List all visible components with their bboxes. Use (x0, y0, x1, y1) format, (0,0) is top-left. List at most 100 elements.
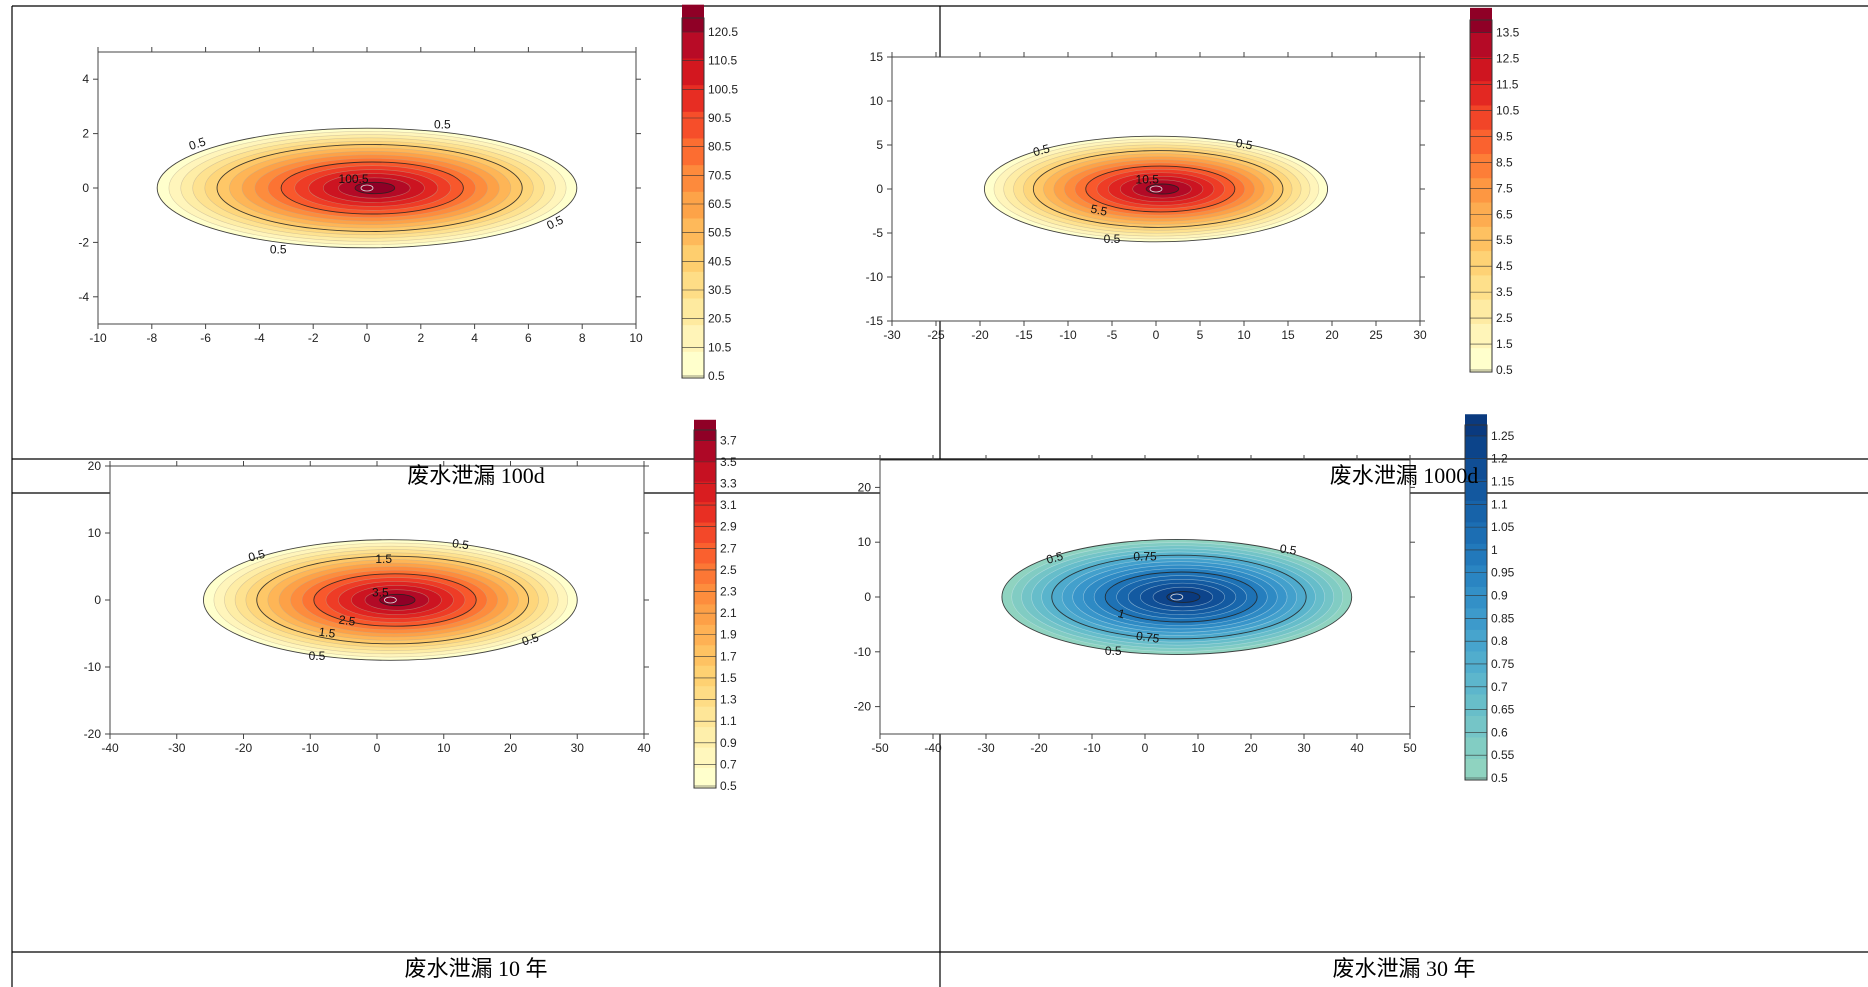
colorbar-segment (1470, 153, 1492, 179)
colorbar-segment (682, 218, 704, 246)
y-tick-label: 2 (82, 127, 89, 141)
x-tick-label: -10 (1059, 328, 1077, 342)
colorbar-segment (694, 767, 716, 789)
caption-30yr: 废水泄漏 30 年 (1332, 956, 1476, 981)
contour-label: 0.5 (1032, 141, 1052, 159)
x-tick-label: 30 (1413, 328, 1427, 342)
colorbar-label: 5.5 (1496, 233, 1513, 247)
colorbar-label: 0.7 (720, 757, 737, 771)
colorbar-segment (682, 191, 704, 219)
colorbar-label: 1.7 (720, 649, 737, 663)
colorbar-label: 10.5 (708, 340, 732, 354)
colorbar-label: 1.25 (1491, 429, 1515, 443)
colorbar-label: 0.9 (1491, 589, 1508, 603)
colorbar-segment (682, 164, 704, 192)
caption-1000d: 废水泄漏 1000d (1329, 463, 1479, 488)
colorbar-segment (1465, 629, 1487, 652)
colorbar-label: 20.5 (708, 312, 732, 326)
contour-label: 0.5 (1045, 549, 1065, 567)
y-tick-label: 20 (88, 459, 102, 473)
x-tick-label: -8 (146, 331, 157, 345)
x-tick-label: -4 (254, 331, 265, 345)
colorbar-segment (694, 460, 716, 482)
x-tick-label: 20 (1325, 328, 1339, 342)
colorbar-segment (694, 726, 716, 748)
x-tick-label: -2 (308, 331, 319, 345)
colorbar-label: 1.5 (720, 671, 737, 685)
y-tick-label: -5 (872, 226, 883, 240)
x-tick-label: -10 (1083, 741, 1101, 755)
x-tick-label: 20 (1244, 741, 1258, 755)
colorbar-segment (694, 542, 716, 564)
panel-100d: 0.5 0.5 0.5 0.5 100.5 -10 -8 -6 -4 -2 0 2 4 6 8 10 -4 -2 0… (78, 4, 738, 383)
contour-band (1145, 183, 1180, 195)
colorbar-segment (1465, 586, 1487, 609)
colorbar-label: 3.3 (720, 476, 737, 490)
colorbar-label: 3.1 (720, 498, 737, 512)
x-tick-label: 15 (1281, 328, 1295, 342)
colorbar-segment (1470, 274, 1492, 300)
contour-label: 0.75 (1133, 550, 1157, 564)
colorbar-label: 1.15 (1491, 475, 1515, 489)
contour-label: 0.5 (520, 630, 541, 649)
contour-label: 1.5 (375, 552, 392, 566)
x-tick-label: 20 (504, 741, 518, 755)
y-tick-label: 4 (82, 72, 89, 86)
colorbar-segment (1465, 478, 1487, 501)
colorbar-label: 6.5 (1496, 207, 1513, 221)
contour-label: 1.5 (318, 625, 337, 641)
colorbar-label: 1.05 (1491, 520, 1515, 534)
colorbar-segment (1465, 715, 1487, 738)
x-tick-label: 30 (1297, 741, 1311, 755)
colorbar-segment (682, 351, 704, 379)
x-tick-label: -40 (101, 741, 119, 755)
colorbar-label: 3.7 (720, 433, 737, 447)
x-tick-label: 4 (471, 331, 478, 345)
contour-label: 0.5 (1104, 232, 1121, 246)
colorbar-segment (1465, 564, 1487, 587)
y-tick-label: -10 (84, 660, 102, 674)
colorbar-label: 50.5 (708, 226, 732, 240)
contour-peak (383, 596, 397, 604)
colorbar-segment (694, 583, 716, 605)
colorbar-label: 13.5 (1496, 26, 1520, 40)
y-tick-label: -2 (78, 235, 89, 249)
colorbar-segment (1470, 299, 1492, 324)
caption-100d: 废水泄漏 100d (407, 463, 545, 488)
colorbar-segment (1470, 323, 1492, 349)
colorbar-label: 0.6 (1491, 725, 1508, 739)
colorbar-label: 0.85 (1491, 611, 1515, 625)
contour-band (1166, 591, 1201, 603)
colorbar-label: 90.5 (708, 111, 732, 125)
panel-1000d: 0.5 0.5 0.5 10.5 5.5 -30 -25 -20 -15 -10 -5 0 5 10 15 2… (866, 7, 1520, 377)
colorbar-segment (682, 58, 704, 86)
contour-label: 3.5 (372, 585, 389, 599)
y-tick-label: -20 (84, 727, 102, 741)
colorbar-segment (1470, 177, 1492, 203)
colorbar-label: 10.5 (1496, 103, 1520, 117)
x-tick-label: 0 (364, 331, 371, 345)
y-tick-label: -20 (854, 700, 872, 714)
colorbar-segment (1470, 250, 1492, 276)
colorbar-segment (1465, 650, 1487, 673)
colorbar-label: 1 (1491, 543, 1498, 557)
colorbar-segment (1470, 347, 1492, 373)
x-tick-label: -30 (168, 741, 186, 755)
colorbar-label: 9.5 (1496, 129, 1513, 143)
contour-label: 5.5 (1089, 202, 1109, 219)
x-tick-label: -10 (89, 331, 107, 345)
colorbar-segment (1465, 500, 1487, 523)
colorbar-frame (1464, 424, 1488, 781)
colorbar-segment (682, 138, 704, 166)
colorbar-segment (682, 84, 704, 112)
colorbar-label: 1.2 (1491, 452, 1508, 466)
x-tick-label: -20 (1030, 741, 1048, 755)
x-tick-label: 0 (1142, 741, 1149, 755)
colorbar-label: 2.5 (720, 563, 737, 577)
colorbar-label: 0.7 (1491, 680, 1508, 694)
contour-label: 2.5 (338, 613, 357, 629)
x-tick-label: -5 (1107, 328, 1118, 342)
colorbar-label: 1.3 (720, 693, 737, 707)
y-tick-label: 0 (82, 181, 89, 195)
x-tick-label: 50 (1403, 741, 1417, 755)
